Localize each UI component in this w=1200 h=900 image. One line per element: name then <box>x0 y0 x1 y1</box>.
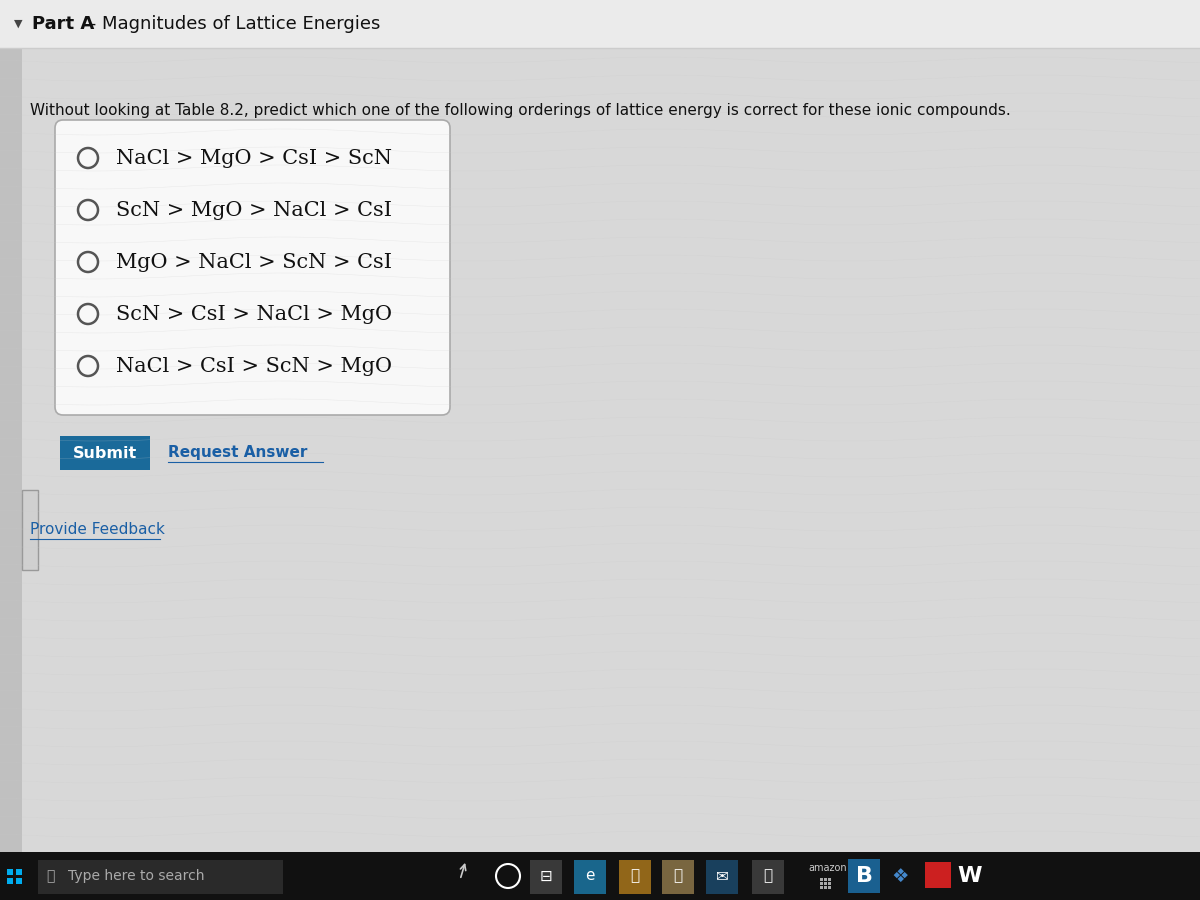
Text: Provide Feedback: Provide Feedback <box>30 523 164 537</box>
Text: 🖥: 🖥 <box>763 868 773 884</box>
Text: e: e <box>586 868 595 884</box>
Bar <box>0 0 1200 48</box>
Bar <box>824 882 827 885</box>
Bar <box>752 860 784 894</box>
Text: 🛍: 🛍 <box>673 868 683 884</box>
Bar <box>828 886 830 889</box>
Bar <box>820 882 823 885</box>
Bar <box>820 878 823 881</box>
Circle shape <box>496 864 520 888</box>
Text: B: B <box>856 866 872 886</box>
Bar <box>706 860 738 894</box>
Circle shape <box>78 200 98 220</box>
Text: 📁: 📁 <box>630 868 640 884</box>
Bar <box>6 878 12 884</box>
Text: Submit: Submit <box>73 446 137 461</box>
Bar <box>0 852 1200 900</box>
Text: - Magnitudes of Lattice Energies: - Magnitudes of Lattice Energies <box>84 15 380 33</box>
Bar <box>824 878 827 881</box>
Bar <box>824 886 827 889</box>
Text: Without looking at Table 8.2, predict which one of the following orderings of la: Without looking at Table 8.2, predict wh… <box>30 103 1010 118</box>
Bar <box>38 860 283 894</box>
Bar <box>530 860 562 894</box>
Bar <box>16 868 22 875</box>
FancyBboxPatch shape <box>22 490 38 570</box>
Text: ▼: ▼ <box>13 19 23 29</box>
Bar <box>60 436 150 470</box>
Text: MgO > NaCl > ScN > CsI: MgO > NaCl > ScN > CsI <box>116 253 392 272</box>
Text: W: W <box>958 866 983 886</box>
Bar <box>16 878 22 884</box>
Text: NaCl > CsI > ScN > MgO: NaCl > CsI > ScN > MgO <box>116 356 392 375</box>
Bar <box>662 860 694 894</box>
Text: amazon: amazon <box>809 863 847 873</box>
Circle shape <box>78 148 98 168</box>
Text: ✉: ✉ <box>715 868 728 884</box>
Bar <box>828 882 830 885</box>
Text: Request Answer: Request Answer <box>168 446 307 461</box>
Circle shape <box>78 356 98 376</box>
Text: ❖: ❖ <box>892 867 908 886</box>
Text: 🔍: 🔍 <box>46 869 54 883</box>
Text: ⊟: ⊟ <box>540 868 552 884</box>
Text: Part A: Part A <box>32 15 95 33</box>
Text: ScN > MgO > NaCl > CsI: ScN > MgO > NaCl > CsI <box>116 201 392 220</box>
Bar <box>6 868 12 875</box>
Text: NaCl > MgO > CsI > ScN: NaCl > MgO > CsI > ScN <box>116 148 392 167</box>
Circle shape <box>78 252 98 272</box>
Text: Type here to search: Type here to search <box>68 869 204 883</box>
Bar <box>574 860 606 894</box>
Bar <box>925 862 952 888</box>
FancyBboxPatch shape <box>55 120 450 415</box>
Bar <box>820 886 823 889</box>
Bar <box>848 859 880 893</box>
Bar <box>0 48 22 852</box>
Bar <box>828 878 830 881</box>
Circle shape <box>78 304 98 324</box>
Text: ScN > CsI > NaCl > MgO: ScN > CsI > NaCl > MgO <box>116 304 392 323</box>
Bar <box>619 860 650 894</box>
